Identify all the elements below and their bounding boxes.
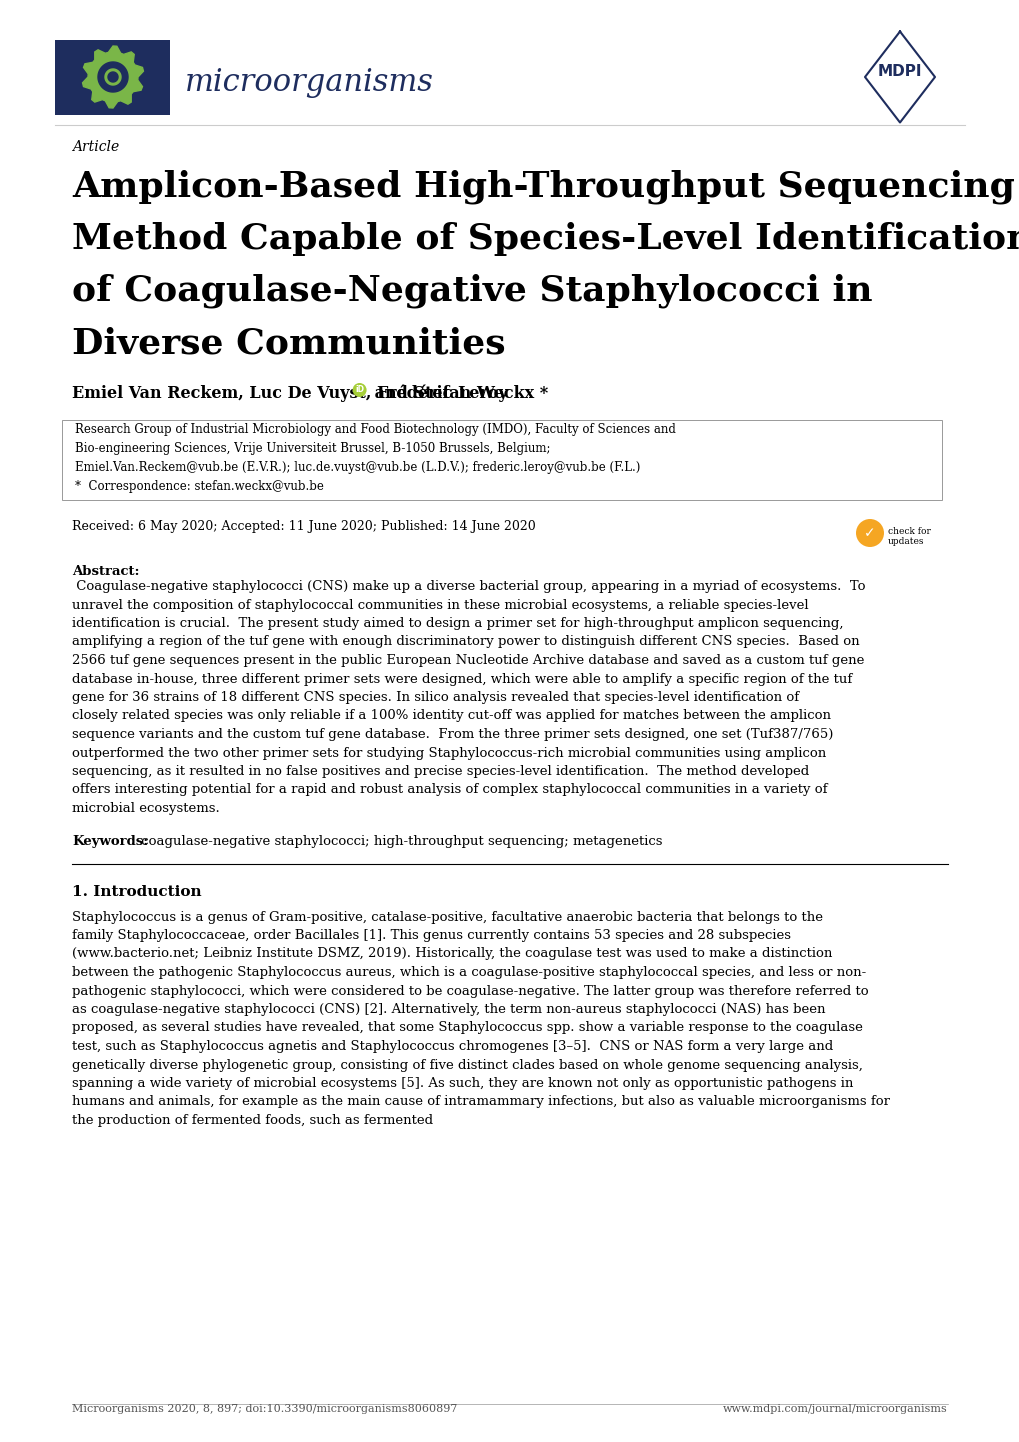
- Text: Amplicon-Based High-Throughput Sequencing: Amplicon-Based High-Throughput Sequencin…: [72, 170, 1014, 205]
- Text: amplifying a region of the tuf gene with enough discriminatory power to distingu: amplifying a region of the tuf gene with…: [72, 636, 859, 649]
- Text: 1. Introduction: 1. Introduction: [72, 885, 202, 900]
- Text: Keywords:: Keywords:: [72, 835, 148, 848]
- Circle shape: [353, 384, 366, 397]
- Text: sequence variants and the custom tuf gene database.  From the three primer sets : sequence variants and the custom tuf gen…: [72, 728, 833, 741]
- Text: www.mdpi.com/journal/microorganisms: www.mdpi.com/journal/microorganisms: [722, 1405, 947, 1415]
- Text: Method Capable of Species-Level Identification: Method Capable of Species-Level Identifi…: [72, 222, 1019, 257]
- Text: (www.bacterio.net; Leibniz Institute DSMZ, 2019). Historically, the coagulase te: (www.bacterio.net; Leibniz Institute DSM…: [72, 947, 832, 960]
- Text: microorganisms: microorganisms: [184, 66, 433, 98]
- Polygon shape: [83, 46, 144, 108]
- Text: Bio-engineering Sciences, Vrije Universiteit Brussel, B-1050 Brussels, Belgium;: Bio-engineering Sciences, Vrije Universi…: [75, 443, 550, 456]
- Text: Microorganisms 2020, 8, 897; doi:10.3390/microorganisms8060897: Microorganisms 2020, 8, 897; doi:10.3390…: [72, 1405, 457, 1415]
- Text: of Coagulase-Negative Staphylococci in: of Coagulase-Negative Staphylococci in: [72, 274, 872, 309]
- Text: test, such as Staphylococcus agnetis and Staphylococcus chromogenes [3–5].  CNS : test, such as Staphylococcus agnetis and…: [72, 1040, 833, 1053]
- Text: Article: Article: [72, 140, 119, 154]
- Text: humans and animals, for example as the main cause of intramammary infections, bu: humans and animals, for example as the m…: [72, 1096, 890, 1109]
- Text: MDPI: MDPI: [877, 65, 921, 79]
- Text: identification is crucial.  The present study aimed to design a primer set for h: identification is crucial. The present s…: [72, 617, 843, 630]
- Text: Emiel Van Reckem, Luc De Vuyst, Frédéric Leroy: Emiel Van Reckem, Luc De Vuyst, Frédéric…: [72, 385, 507, 402]
- Text: family Staphylococcaceae, order Bacillales [1]. This genus currently contains 53: family Staphylococcaceae, order Bacillal…: [72, 929, 790, 942]
- Bar: [55, 40, 170, 115]
- Text: sequencing, as it resulted in no false positives and precise species-level ident: sequencing, as it resulted in no false p…: [72, 766, 808, 779]
- Text: ✓: ✓: [863, 526, 875, 539]
- Text: 2566 tuf gene sequences present in the public European Nucleotide Archive databa: 2566 tuf gene sequences present in the p…: [72, 655, 863, 668]
- Text: Staphylococcus is a genus of Gram-positive, catalase-positive, facultative anaer: Staphylococcus is a genus of Gram-positi…: [72, 910, 822, 923]
- Text: Research Group of Industrial Microbiology and Food Biotechnology (IMDO), Faculty: Research Group of Industrial Microbiolog…: [75, 423, 676, 435]
- Text: microbial ecosystems.: microbial ecosystems.: [72, 802, 219, 815]
- Text: offers interesting potential for a rapid and robust analysis of complex staphylo: offers interesting potential for a rapid…: [72, 783, 826, 796]
- Text: updates: updates: [888, 536, 923, 547]
- Circle shape: [855, 519, 883, 547]
- Text: spanning a wide variety of microbial ecosystems [5]. As such, they are known not: spanning a wide variety of microbial eco…: [72, 1077, 853, 1090]
- Text: Emiel.Van.Reckem@vub.be (E.V.R.); luc.de.vuyst@vub.be (L.D.V.); frederic.leroy@v: Emiel.Van.Reckem@vub.be (E.V.R.); luc.de…: [75, 461, 640, 474]
- Text: gene for 36 strains of 18 different CNS species. In silico analysis revealed tha: gene for 36 strains of 18 different CNS …: [72, 691, 798, 704]
- FancyBboxPatch shape: [55, 40, 170, 115]
- Text: closely related species was only reliable if a 100% identity cut-off was applied: closely related species was only reliabl…: [72, 709, 830, 722]
- Text: proposed, as several studies have revealed, that some Staphylococcus spp. show a: proposed, as several studies have reveal…: [72, 1021, 862, 1034]
- Text: check for: check for: [888, 526, 930, 536]
- Text: unravel the composition of staphylococcal communities in these microbial ecosyst: unravel the composition of staphylococca…: [72, 598, 808, 611]
- Text: *  Correspondence: stefan.weckx@vub.be: * Correspondence: stefan.weckx@vub.be: [75, 480, 324, 493]
- Text: outperformed the two other primer sets for studying Staphylococcus-rich microbia: outperformed the two other primer sets f…: [72, 747, 825, 760]
- Text: as coagulase-negative staphylococci (CNS) [2]. Alternatively, the term non-aureu: as coagulase-negative staphylococci (CNS…: [72, 1004, 824, 1017]
- Text: Diverse Communities: Diverse Communities: [72, 326, 505, 360]
- Text: coagulase-negative staphylococci; high-throughput sequencing; metagenetics: coagulase-negative staphylococci; high-t…: [137, 835, 662, 848]
- Text: between the pathogenic Staphylococcus aureus, which is a coagulase-positive stap: between the pathogenic Staphylococcus au…: [72, 966, 865, 979]
- Text: Coagulase-negative staphylococci (CNS) make up a diverse bacterial group, appear: Coagulase-negative staphylococci (CNS) m…: [72, 580, 865, 593]
- Polygon shape: [98, 62, 127, 92]
- Text: and Stefan Weckx *: and Stefan Weckx *: [368, 385, 547, 402]
- Text: Received: 6 May 2020; Accepted: 11 June 2020; Published: 14 June 2020: Received: 6 May 2020; Accepted: 11 June …: [72, 521, 535, 534]
- Text: iD: iD: [355, 385, 364, 395]
- Text: genetically diverse phylogenetic group, consisting of five distinct clades based: genetically diverse phylogenetic group, …: [72, 1058, 862, 1071]
- Text: database in-house, three different primer sets were designed, which were able to: database in-house, three different prime…: [72, 672, 852, 685]
- Polygon shape: [105, 69, 121, 85]
- Text: Abstract:: Abstract:: [72, 565, 140, 578]
- Text: pathogenic staphylococci, which were considered to be coagulase-negative. The la: pathogenic staphylococci, which were con…: [72, 985, 868, 998]
- Polygon shape: [108, 72, 118, 82]
- Text: the production of fermented foods, such as fermented: the production of fermented foods, such …: [72, 1115, 433, 1128]
